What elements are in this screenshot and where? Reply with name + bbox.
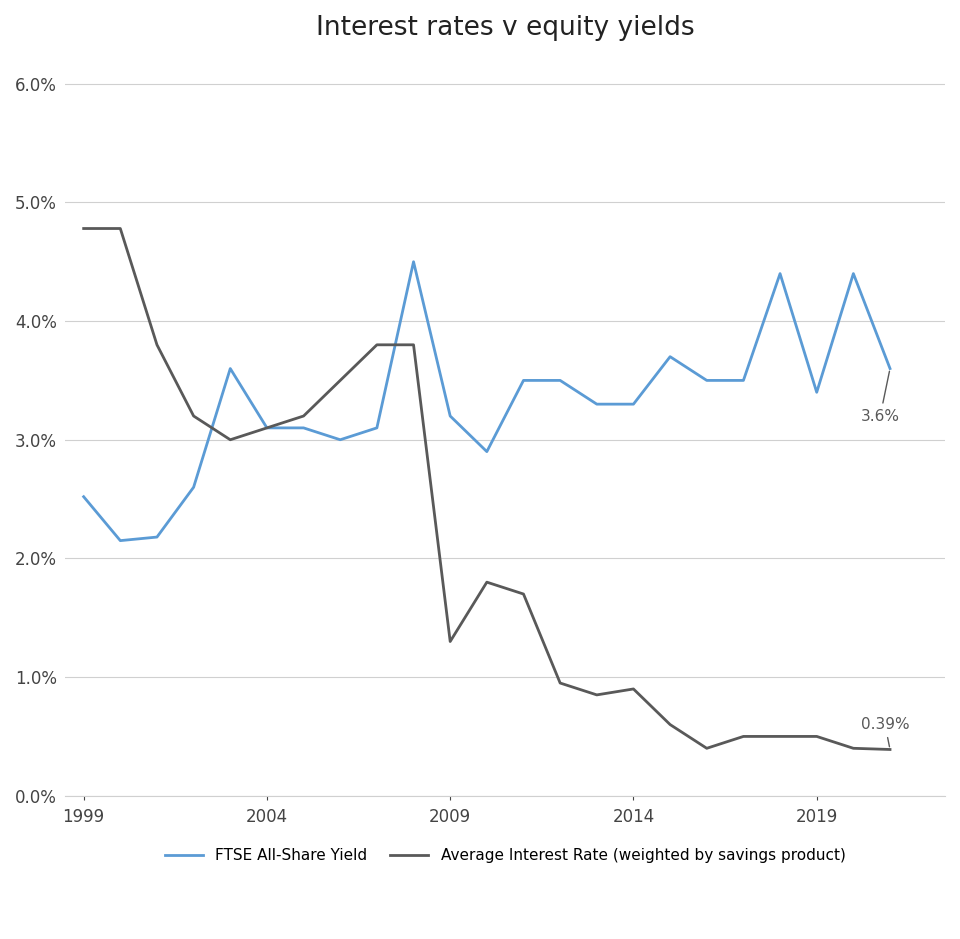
- FTSE All-Share Yield: [664, 351, 676, 362]
- Line: Average Interest Rate (weighted by savings product): Average Interest Rate (weighted by savin…: [84, 228, 890, 749]
- Average Interest Rate (weighted by savings product): [334, 375, 346, 386]
- Average Interest Rate (weighted by savings product): [775, 731, 786, 742]
- FTSE All-Share Yield: [372, 423, 383, 434]
- Text: 0.39%: 0.39%: [861, 717, 909, 747]
- Average Interest Rate (weighted by savings product): [591, 689, 603, 700]
- FTSE All-Share Yield: [517, 375, 529, 386]
- Average Interest Rate (weighted by savings product): [554, 677, 565, 688]
- Average Interest Rate (weighted by savings product): [628, 684, 639, 695]
- Title: Interest rates v equity yields: Interest rates v equity yields: [316, 15, 694, 41]
- FTSE All-Share Yield: [775, 268, 786, 279]
- FTSE All-Share Yield: [628, 398, 639, 409]
- Average Interest Rate (weighted by savings product): [408, 339, 420, 350]
- Average Interest Rate (weighted by savings product): [664, 719, 676, 731]
- FTSE All-Share Yield: [591, 398, 603, 409]
- FTSE All-Share Yield: [334, 434, 346, 445]
- FTSE All-Share Yield: [225, 362, 236, 374]
- Average Interest Rate (weighted by savings product): [444, 636, 456, 647]
- FTSE All-Share Yield: [78, 491, 89, 502]
- Average Interest Rate (weighted by savings product): [848, 743, 859, 754]
- FTSE All-Share Yield: [298, 423, 309, 434]
- Average Interest Rate (weighted by savings product): [298, 410, 309, 422]
- FTSE All-Share Yield: [737, 375, 749, 386]
- FTSE All-Share Yield: [554, 375, 565, 386]
- Average Interest Rate (weighted by savings product): [261, 423, 273, 434]
- Average Interest Rate (weighted by savings product): [811, 731, 823, 742]
- Average Interest Rate (weighted by savings product): [481, 577, 492, 588]
- Average Interest Rate (weighted by savings product): [152, 339, 163, 350]
- Average Interest Rate (weighted by savings product): [78, 223, 89, 234]
- Average Interest Rate (weighted by savings product): [114, 223, 126, 234]
- Average Interest Rate (weighted by savings product): [225, 434, 236, 445]
- FTSE All-Share Yield: [481, 446, 492, 457]
- FTSE All-Share Yield: [408, 256, 420, 268]
- FTSE All-Share Yield: [114, 535, 126, 546]
- Average Interest Rate (weighted by savings product): [884, 744, 896, 755]
- Line: FTSE All-Share Yield: FTSE All-Share Yield: [84, 262, 890, 541]
- FTSE All-Share Yield: [811, 387, 823, 398]
- Average Interest Rate (weighted by savings product): [188, 410, 200, 422]
- FTSE All-Share Yield: [261, 423, 273, 434]
- FTSE All-Share Yield: [152, 531, 163, 543]
- Average Interest Rate (weighted by savings product): [737, 731, 749, 742]
- FTSE All-Share Yield: [884, 362, 896, 374]
- FTSE All-Share Yield: [188, 482, 200, 493]
- FTSE All-Share Yield: [848, 268, 859, 279]
- Average Interest Rate (weighted by savings product): [701, 743, 712, 754]
- Legend: FTSE All-Share Yield, Average Interest Rate (weighted by savings product): FTSE All-Share Yield, Average Interest R…: [158, 842, 852, 870]
- Average Interest Rate (weighted by savings product): [517, 589, 529, 600]
- FTSE All-Share Yield: [701, 375, 712, 386]
- Average Interest Rate (weighted by savings product): [372, 339, 383, 350]
- Text: 3.6%: 3.6%: [861, 371, 900, 423]
- FTSE All-Share Yield: [444, 410, 456, 422]
